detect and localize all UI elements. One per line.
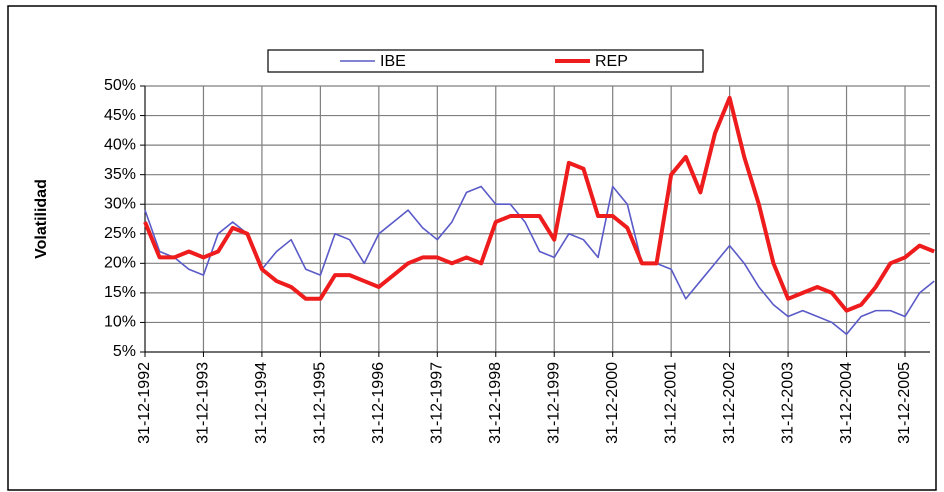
x-tick-label: 31-12-1995 bbox=[312, 362, 329, 444]
x-tick-label: 31-12-1999 bbox=[545, 362, 562, 444]
legend-label: IBE bbox=[380, 53, 406, 70]
legend-box bbox=[267, 49, 704, 73]
x-tick-label: 31-12-1992 bbox=[136, 362, 153, 444]
x-tick-label: 31-12-2004 bbox=[838, 362, 855, 444]
x-tick-label: 31-12-1996 bbox=[370, 362, 387, 444]
chart-frame bbox=[7, 5, 937, 491]
x-tick-label: 31-12-1998 bbox=[487, 362, 504, 444]
y-tick-label: 5% bbox=[113, 343, 136, 360]
y-tick-label: 30% bbox=[104, 195, 136, 212]
y-tick-label: 20% bbox=[104, 255, 136, 272]
series-line bbox=[143, 95, 935, 313]
y-tick-label: 10% bbox=[104, 314, 136, 331]
x-tick-label: 31-12-2001 bbox=[662, 362, 679, 444]
x-tick-label: 31-12-2003 bbox=[779, 362, 796, 444]
x-tick-label: 31-12-2000 bbox=[604, 362, 621, 444]
legend-label: REP bbox=[595, 53, 628, 70]
y-tick-label: 45% bbox=[104, 107, 136, 124]
y-tick-label: 50% bbox=[104, 77, 136, 94]
plot-area bbox=[145, 86, 930, 352]
y-axis-label: Volatilidad bbox=[33, 179, 50, 259]
y-tick-label: 25% bbox=[104, 225, 136, 242]
x-tick-label: 31-12-2005 bbox=[896, 362, 913, 444]
x-tick-label: 31-12-1993 bbox=[195, 362, 212, 444]
series-line bbox=[144, 185, 935, 336]
y-tick-label: 40% bbox=[104, 136, 136, 153]
x-tick-label: 31-12-1994 bbox=[253, 362, 270, 444]
x-tick-label: 31-12-2002 bbox=[721, 362, 738, 444]
x-tick-label: 31-12-1997 bbox=[429, 362, 446, 444]
y-tick-label: 15% bbox=[104, 284, 136, 301]
y-tick-label: 35% bbox=[104, 166, 136, 183]
